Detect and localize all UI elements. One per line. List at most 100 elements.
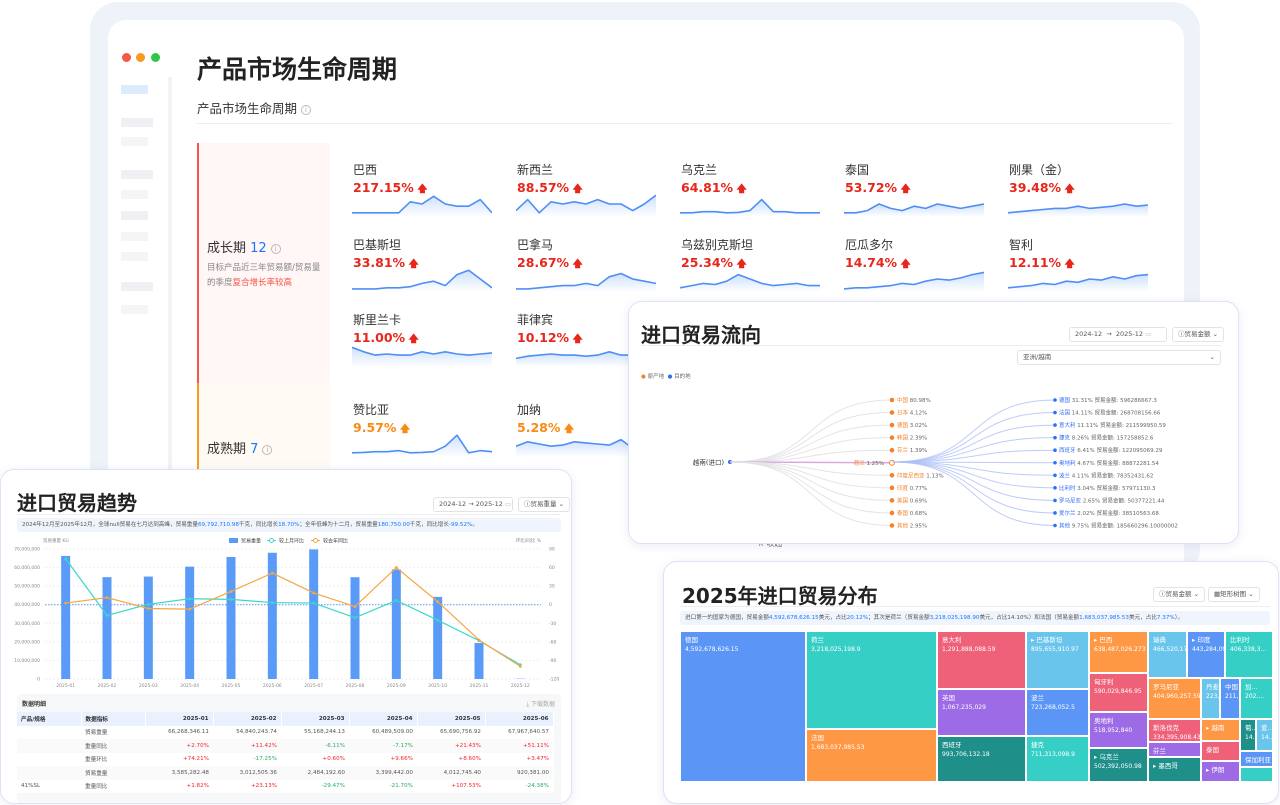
treemap-cell[interactable]: 中国 211,... (1220, 678, 1240, 719)
close-dot[interactable] (122, 53, 131, 62)
line-point[interactable] (105, 613, 109, 617)
line-point[interactable] (188, 607, 192, 611)
dest-node[interactable] (1053, 398, 1057, 402)
treemap-cell[interactable]: 葡... 14... (1240, 719, 1256, 751)
line-point[interactable] (270, 571, 274, 575)
legend-label[interactable]: 较去年同比 (323, 538, 348, 545)
treemap-cell[interactable]: ▸ 越南 (1201, 719, 1240, 741)
sidebar-item-active[interactable] (121, 85, 148, 94)
dest-node[interactable] (1053, 486, 1057, 490)
line-point[interactable] (146, 607, 150, 610)
legend-label[interactable]: 贸易重量 (241, 538, 261, 545)
column-header[interactable]: 产品/规格 (17, 712, 82, 726)
metric-select[interactable]: ⓘ贸易金额 ⌄ (1153, 587, 1206, 602)
treemap-cell[interactable]: 英国 1,067,235,029 (937, 689, 1026, 736)
treemap-cell[interactable]: 芬兰 (1148, 742, 1201, 757)
treemap-cell[interactable]: 法国 1,683,037,985.53 (806, 729, 937, 782)
line-point[interactable] (518, 664, 522, 668)
bar[interactable] (267, 552, 277, 679)
info-icon[interactable]: i (262, 444, 273, 455)
bar[interactable] (185, 566, 195, 679)
origin-node[interactable] (889, 473, 895, 478)
origin-node[interactable] (889, 422, 895, 428)
dest-node[interactable] (1053, 473, 1057, 478)
country-item[interactable]: 菲律宾 10.12% 🡅 (517, 311, 667, 371)
line-point[interactable] (229, 590, 233, 593)
line-point[interactable] (105, 596, 109, 600)
minimize-dot[interactable] (136, 53, 145, 62)
metric-select[interactable]: ⓘ贸易金额 ⌄ (1172, 327, 1225, 342)
sidebar-item[interactable] (121, 282, 153, 291)
bar[interactable] (226, 557, 236, 679)
dest-node[interactable] (1053, 410, 1057, 415)
legend-origin[interactable]: 原产地 (647, 374, 665, 380)
origin-node[interactable] (889, 510, 895, 516)
country-item[interactable]: 刚果（金） 39.48% 🡅 (1009, 161, 1159, 221)
dest-node[interactable] (1053, 498, 1057, 503)
line-point[interactable] (353, 605, 357, 608)
origin-node[interactable] (889, 397, 895, 403)
country-item[interactable]: 巴拿马 28.67% 🡅 (517, 236, 667, 296)
dest-node[interactable] (1053, 523, 1057, 528)
treemap-cell[interactable]: 斯洛伐克 334,395,908.43 (1148, 719, 1201, 742)
bar[interactable] (102, 577, 112, 679)
bar[interactable] (143, 576, 153, 679)
country-item[interactable]: 赞比亚 9.57% 🡅 (353, 401, 503, 461)
line-point[interactable] (64, 601, 68, 605)
legend-dest[interactable]: 目的地 (674, 374, 691, 380)
sidebar-item[interactable] (121, 232, 148, 241)
line-point[interactable] (436, 600, 440, 604)
line-point[interactable] (270, 601, 274, 604)
country-item[interactable]: 乌克兰 64.81% 🡅 (681, 161, 831, 221)
line-point[interactable] (394, 566, 398, 569)
download-button[interactable]: ⤓ 下载数据 (526, 701, 555, 708)
treemap-cell[interactable]: 泰国 (1201, 741, 1240, 761)
origin-node[interactable] (889, 485, 895, 491)
line-point[interactable] (64, 557, 68, 561)
bar[interactable] (391, 569, 401, 679)
origin-node[interactable] (889, 459, 895, 466)
treemap-cell[interactable]: ▸ 巴西 638,487,026.273 (1089, 631, 1148, 673)
column-header[interactable]: 2025-01 (145, 712, 214, 726)
sidebar-item[interactable] (121, 137, 148, 146)
line-point[interactable] (394, 598, 398, 602)
treemap-cell[interactable]: 爱... 14... (1256, 719, 1273, 751)
bar[interactable] (309, 549, 319, 679)
line-point[interactable] (229, 597, 233, 601)
line-point[interactable] (477, 638, 481, 642)
origin-node[interactable] (889, 410, 895, 415)
country-item[interactable]: 智利 12.11% 🡅 (1009, 236, 1159, 296)
bar[interactable] (474, 642, 484, 679)
dest-node[interactable] (1053, 423, 1057, 427)
country-item[interactable]: 厄瓜多尔 14.74% 🡅 (845, 236, 995, 296)
origin-node[interactable] (889, 447, 895, 453)
metric-select[interactable]: ⓘ贸易重量 ⌄ (518, 497, 571, 512)
dest-node[interactable] (1053, 460, 1057, 465)
country-item[interactable]: 新西兰 88.57% 🡅 (517, 161, 667, 221)
line-point[interactable] (436, 618, 440, 622)
dest-node[interactable] (1053, 435, 1057, 440)
country-item[interactable]: 巴西 217.15% 🡅 (353, 161, 503, 221)
treemap-cell[interactable]: 丹麦 223,... (1201, 678, 1220, 719)
treemap-cell[interactable]: 德国 4,592,678,626.15 (680, 631, 806, 782)
treemap-cell[interactable]: 西班牙 993,706,132.18 (937, 736, 1026, 782)
column-header[interactable]: 2025-02 (213, 712, 282, 726)
treemap-cell[interactable]: 荷兰 3,218,025,198.9 (806, 631, 937, 729)
country-item[interactable]: 斯里兰卡 11.00% 🡅 (353, 311, 503, 371)
treemap-cell[interactable]: 意大利 1,291,888,088.59 (937, 631, 1026, 689)
sidebar-item[interactable] (121, 118, 153, 127)
bar[interactable] (61, 555, 71, 679)
dest-node[interactable] (1053, 448, 1057, 452)
treemap-cell[interactable]: 加... 202,... (1240, 678, 1273, 719)
treemap-cell[interactable]: 波兰 723,268,052.5 (1026, 689, 1089, 736)
treemap-cell[interactable]: 捷克 711,313,098.9 (1026, 736, 1089, 782)
country-item[interactable]: 巴基斯坦 33.81% 🡅 (353, 236, 503, 296)
region-select[interactable]: 亚洲/越南 ⌄ (1017, 350, 1221, 365)
info-icon[interactable]: i (270, 243, 281, 254)
sidebar-item[interactable] (121, 305, 148, 314)
line-point[interactable] (312, 601, 316, 605)
treemap-cell[interactable]: 保加利亚 (1240, 751, 1273, 767)
treemap-cell[interactable]: 罗马尼亚 404,960,257.59 (1148, 678, 1201, 719)
country-item[interactable]: 加纳 5.28% 🡅 (517, 401, 667, 461)
origin-node[interactable] (889, 523, 895, 528)
